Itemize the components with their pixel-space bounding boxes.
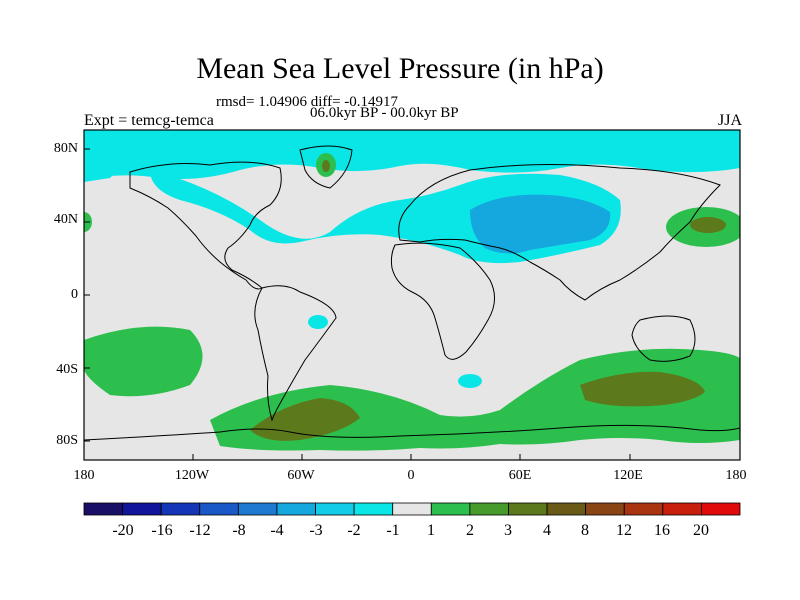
period-text: 06.0kyr BP - 00.0kyr BP [310,105,459,121]
map-panel [84,130,740,460]
colorbar-label: -2 [347,522,361,539]
colorbar-label: 3 [504,522,512,539]
colorbar-swatch [276,502,316,516]
colorbar-swatch [623,502,664,516]
x-tick-label: 0 [407,468,415,483]
colorbar [83,502,741,516]
y-tick-label: 40S [56,362,78,377]
north-america-coast [129,161,282,290]
colorbar-swatch [237,502,278,516]
colorbar-label: -8 [232,522,246,539]
colorbar-swatch [122,502,162,516]
south-pacific-high [84,326,203,397]
arctic-low-anomaly [84,130,740,180]
colorbar-label: 2 [466,522,474,539]
eurasia-coast [398,163,721,301]
colorbar-label: -3 [309,522,323,539]
colorbar-swatch [160,502,201,516]
colorbar-label: -12 [189,522,211,539]
map-ticks [83,148,741,460]
x-tick-label: 120W [174,468,210,483]
season-label: JJA [717,112,742,129]
greenland-high-core [322,160,330,172]
x-tick-label: 60W [287,468,315,483]
north-pacific-high-core [690,217,726,233]
colorbar-swatch [701,502,741,516]
chart-title: Mean Sea Level Pressure (in hPa) [196,52,604,85]
south-indian-high-core [580,371,705,407]
colorbar-swatch [83,502,123,516]
asia-low-core [470,194,611,254]
x-tick-label: 180 [73,468,95,483]
colorbar-label: 1 [427,522,435,539]
colorbar-swatch [469,502,509,516]
colorbar-swatch [315,502,355,516]
colorbar-label: 8 [581,522,589,539]
colorbar-label: 20 [693,522,709,539]
x-tick-label: 120E [613,468,643,483]
colorbar-label: -1 [386,522,400,539]
colorbar-swatch [585,502,625,516]
africa-coast [390,242,495,360]
australia-coast [631,315,696,362]
colorbar-label: -4 [270,522,284,539]
atlantic-small-low [308,315,328,329]
colorbar-label: 12 [616,522,632,539]
y-tick-label: 80S [56,433,78,448]
colorbar-swatch [430,502,471,516]
south-america-coast [254,285,337,422]
colorbar-swatch [199,502,239,516]
colorbar-swatch [508,502,548,516]
x-tick-label: 180 [725,468,747,483]
y-tick-label: 0 [71,287,78,302]
colorbar-swatch [662,502,702,516]
y-tick-label: 40N [53,212,78,227]
colorbar-swatch [353,502,394,516]
colorbar-swatch [546,502,587,516]
experiment-label: Expt = temcg-temca [84,112,214,129]
colorbar-swatch [392,502,432,516]
colorbar-label: 16 [654,522,670,539]
greenland-coast [299,145,353,189]
colorbar-label: -20 [112,522,134,539]
colorbar-label: -16 [151,522,173,539]
southern-small-low [458,374,482,388]
colorbar-label: 4 [543,522,551,539]
antarctica-coast [84,424,740,441]
x-tick-label: 60E [508,468,532,483]
y-tick-label: 80N [53,141,78,156]
pacific-low-anomaly [84,160,115,182]
stats-text: rmsd= 1.04906 diff= -0.14917 [216,94,399,110]
coastlines [84,145,740,441]
